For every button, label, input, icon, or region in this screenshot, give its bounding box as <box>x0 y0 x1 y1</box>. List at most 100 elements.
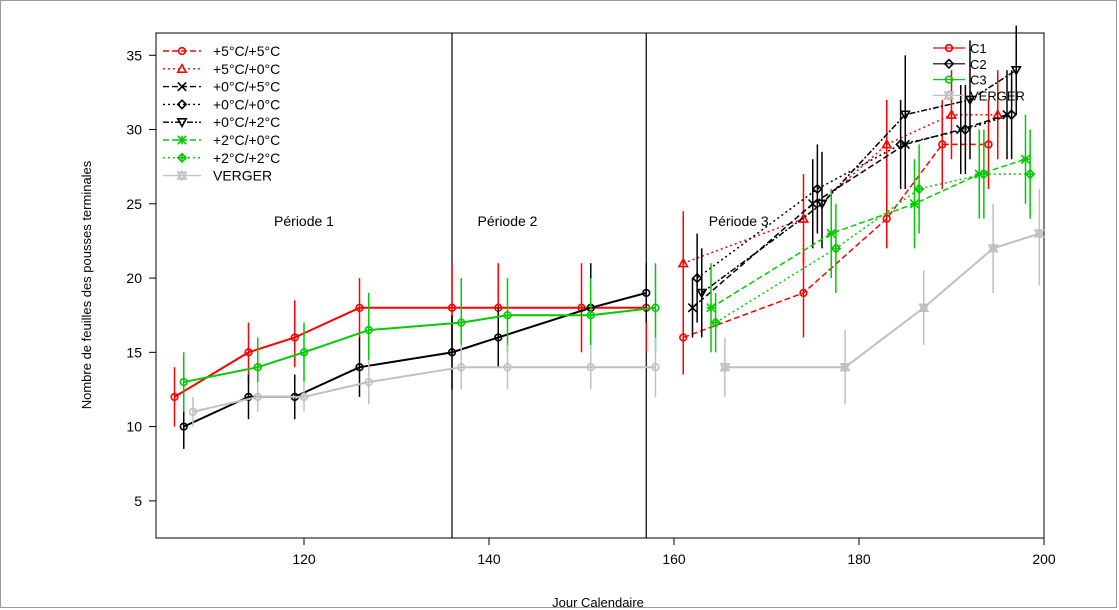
period-labels: Période 1 Période 2 Période 3 <box>274 213 769 229</box>
series <box>687 70 1012 338</box>
data-point <box>978 168 990 180</box>
data-point <box>244 348 253 357</box>
series <box>677 70 1004 308</box>
legend-label: C2 <box>970 57 987 72</box>
y-axis-label: Nombre de feuilles des pousses terminale… <box>79 160 94 409</box>
y-tick-label: 5 <box>134 493 142 509</box>
legend-marker <box>177 135 187 145</box>
y-tick-label: 35 <box>126 47 142 63</box>
legend-label: +0°C/+0°C <box>213 96 280 112</box>
period-label: Période 1 <box>274 213 334 229</box>
legend-entry: C3 <box>933 73 987 88</box>
data-point <box>364 377 373 387</box>
series <box>691 70 1017 323</box>
data-point <box>299 392 309 402</box>
data-point <box>909 199 920 209</box>
data-point <box>706 303 716 313</box>
data-point <box>799 288 808 298</box>
series-line <box>715 173 1031 324</box>
legend-label: +5°C/+0°C <box>213 61 280 77</box>
series <box>710 129 1036 353</box>
data-point <box>170 392 179 402</box>
data-point <box>964 95 976 106</box>
series-line <box>183 291 647 428</box>
legend-marker <box>943 89 955 102</box>
series-line <box>183 306 656 384</box>
data-point <box>503 311 512 320</box>
legend-entry: +2°C/+0°C <box>163 132 280 148</box>
legend-marker <box>177 81 187 92</box>
data-point <box>895 139 906 150</box>
legend-marker <box>944 43 954 53</box>
data-point <box>494 333 503 342</box>
series-line <box>682 113 998 264</box>
data-point <box>913 183 925 195</box>
data-point <box>984 140 993 149</box>
series-line <box>724 232 1040 369</box>
series <box>188 337 660 427</box>
data-point <box>696 288 708 299</box>
legend-marker <box>943 58 955 70</box>
data-point <box>816 199 828 210</box>
x-tick-label: 140 <box>477 551 501 567</box>
data-point <box>1010 65 1022 76</box>
data-point <box>1006 109 1017 121</box>
x-tick-label: 180 <box>847 551 871 567</box>
x-axis-label: Jour Calendaire <box>552 595 644 610</box>
data-point <box>677 257 689 268</box>
legend-entry: VERGER <box>163 168 272 184</box>
data-point <box>826 228 837 239</box>
legend-entry: +0°C/+0°C <box>163 96 280 112</box>
legend-entry: +0°C/+5°C <box>163 79 280 95</box>
data-point <box>299 348 309 357</box>
legend-label: +0°C/+2°C <box>213 114 280 130</box>
legend-main: +5°C/+5°C +5°C/+0°C +0°C/+5°C+0°C/+0°C +0°C… <box>163 43 280 184</box>
legend-marker <box>176 62 188 73</box>
x-axis: 120 140 160 180 200 <box>292 537 1056 567</box>
legend-label: +2°C/+2°C <box>213 150 280 166</box>
legend-entry: +2°C/+2°C <box>163 150 280 166</box>
x-tick-label: 160 <box>662 551 686 567</box>
y-tick-label: 20 <box>126 270 142 286</box>
data-point <box>290 333 299 342</box>
data-point <box>691 272 703 284</box>
data-point <box>812 183 823 195</box>
y-tick-label: 30 <box>126 122 142 138</box>
data-point <box>938 140 947 149</box>
legend-label: VERGER <box>213 168 272 184</box>
legend-label: VERGER <box>970 88 1025 103</box>
series-line <box>192 366 656 413</box>
data-point <box>364 325 373 335</box>
data-point <box>1020 154 1031 165</box>
data-point <box>719 361 731 374</box>
data-point <box>457 318 466 327</box>
data-point <box>945 108 958 119</box>
data-point <box>503 363 512 372</box>
y-tick-label: 10 <box>126 419 142 435</box>
data-point <box>882 214 891 223</box>
data-point <box>447 303 457 312</box>
data-point <box>881 138 893 149</box>
data-point <box>179 377 188 387</box>
legend-label: +2°C/+0°C <box>213 132 280 148</box>
series-line <box>173 306 647 398</box>
legend-label: +5°C/+5°C <box>213 43 280 59</box>
legend-marker <box>176 152 188 164</box>
legend-label: C3 <box>970 73 987 88</box>
y-tick-label: 15 <box>126 344 142 360</box>
x-tick-label: 120 <box>292 551 316 567</box>
legend-marker <box>177 46 187 56</box>
legend-entry: +5°C/+0°C <box>163 61 280 77</box>
legend-entry: +0°C/+2°C <box>163 114 280 130</box>
period-dividers <box>451 33 647 538</box>
data-point <box>447 348 457 357</box>
legend-marker <box>176 99 188 110</box>
x-tick-label: 200 <box>1032 551 1056 567</box>
series <box>706 114 1031 353</box>
legend-label: C1 <box>970 41 987 56</box>
series <box>719 188 1045 405</box>
data-point <box>899 110 911 121</box>
series-line <box>701 69 1017 294</box>
